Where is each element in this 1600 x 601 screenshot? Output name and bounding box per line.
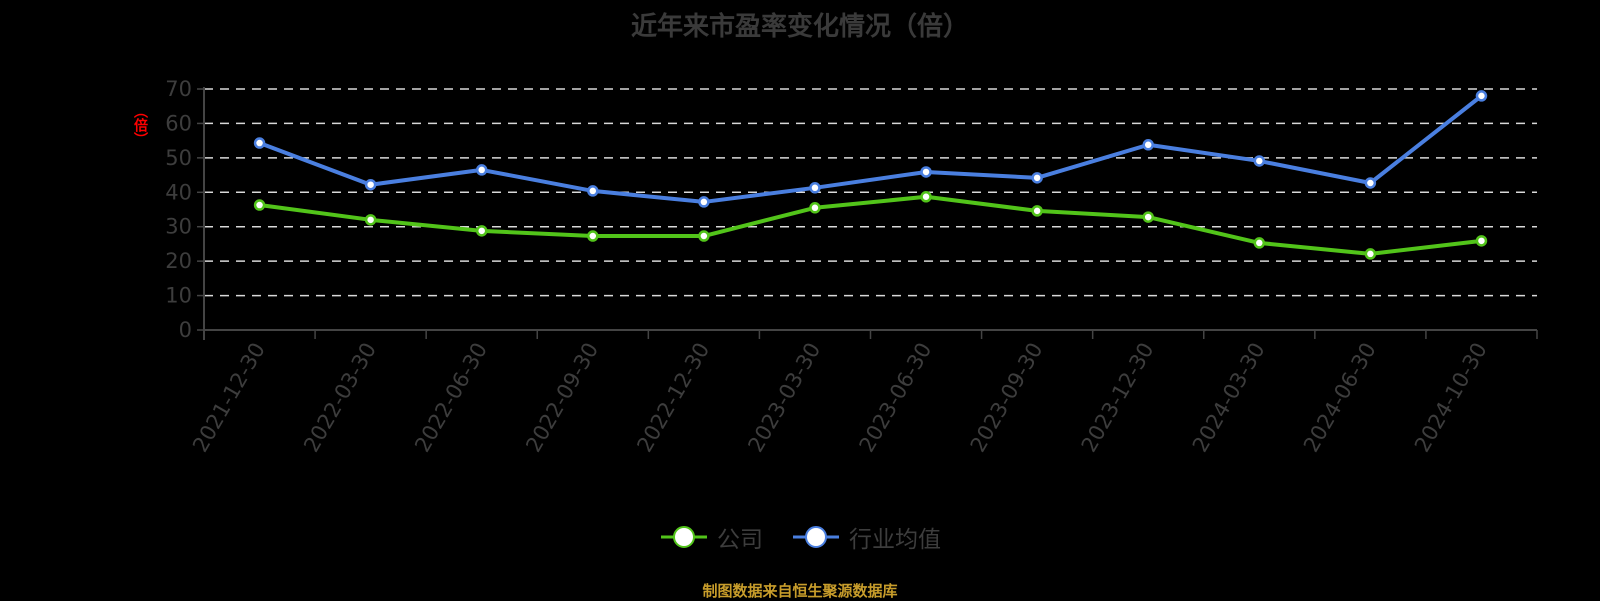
- y-tick-label: 60: [165, 111, 192, 135]
- data-point[interactable]: [809, 182, 821, 194]
- axes: 0 10 20 30 40 50 60 70 2021-12-30 2022-03-30 2022-…: [165, 77, 1538, 457]
- data-point[interactable]: [920, 166, 932, 178]
- x-tick-label: 2022-06-30: [410, 339, 492, 457]
- data-source-note: 制图数据来自恒生聚源数据库: [702, 582, 898, 600]
- data-point[interactable]: [1475, 90, 1488, 102]
- data-point[interactable]: [1364, 248, 1377, 260]
- legend-marker-icon: [661, 526, 707, 548]
- x-tick-label: 2023-03-30: [743, 339, 825, 457]
- data-point[interactable]: [698, 230, 710, 242]
- data-point[interactable]: [253, 137, 266, 149]
- x-tick-label: 2022-12-30: [632, 339, 714, 457]
- legend-item-company[interactable]: 公司: [659, 520, 763, 554]
- data-point[interactable]: [364, 178, 377, 191]
- series-line: [259, 194, 1482, 256]
- x-tick-label: 2022-03-30: [299, 339, 381, 457]
- data-point[interactable]: [1253, 155, 1266, 167]
- legend-label: 行业均值: [849, 527, 941, 553]
- x-tick-label: 2024-03-30: [1188, 339, 1270, 457]
- legend-marker-icon: [793, 526, 839, 548]
- data-point[interactable]: [809, 202, 821, 214]
- data-point[interactable]: [698, 196, 710, 208]
- data-point[interactable]: [1142, 211, 1154, 223]
- gridlines: [204, 88, 1537, 297]
- x-tick-label: 2023-06-30: [855, 339, 937, 457]
- series-line: [258, 94, 1483, 204]
- data-point[interactable]: [1475, 235, 1488, 247]
- y-tick-label: 20: [165, 249, 192, 273]
- x-tick-label: 2022-09-30: [521, 339, 603, 457]
- x-tick-label: 2023-09-30: [966, 339, 1048, 457]
- data-point[interactable]: [587, 230, 599, 242]
- legend-label: 公司: [717, 527, 763, 553]
- data-point[interactable]: [475, 164, 488, 176]
- series-lines: [253, 90, 1488, 260]
- data-point[interactable]: [253, 199, 266, 211]
- data-point[interactable]: [475, 225, 488, 237]
- data-point[interactable]: [587, 185, 599, 197]
- y-tick-label: 70: [165, 77, 192, 101]
- x-tick-label: 2024-10-30: [1410, 339, 1492, 457]
- legend-item-industry-avg[interactable]: 行业均值: [791, 520, 941, 554]
- y-tick-label: 0: [179, 318, 192, 342]
- data-point[interactable]: [1253, 237, 1266, 249]
- data-point[interactable]: [1031, 172, 1043, 184]
- x-tick-label: 2023-12-30: [1077, 339, 1159, 457]
- data-point[interactable]: [364, 214, 377, 226]
- y-axis-label: （倍）: [132, 104, 148, 146]
- data-point[interactable]: [920, 191, 932, 203]
- y-tick-label: 30: [165, 215, 192, 239]
- legend: 公司 行业均值: [0, 520, 1600, 554]
- data-point[interactable]: [1031, 205, 1043, 217]
- y-tick-label: 50: [165, 146, 192, 170]
- data-point[interactable]: [1364, 177, 1377, 189]
- data-point[interactable]: [1142, 139, 1154, 151]
- x-tick-label: 2024-06-30: [1299, 339, 1381, 457]
- x-tick-label: 2021-12-30: [188, 339, 270, 457]
- y-tick-label: 10: [165, 284, 192, 308]
- y-tick-label: 40: [165, 180, 192, 204]
- chart-title: 近年来市盈率变化情况（倍）: [630, 12, 969, 42]
